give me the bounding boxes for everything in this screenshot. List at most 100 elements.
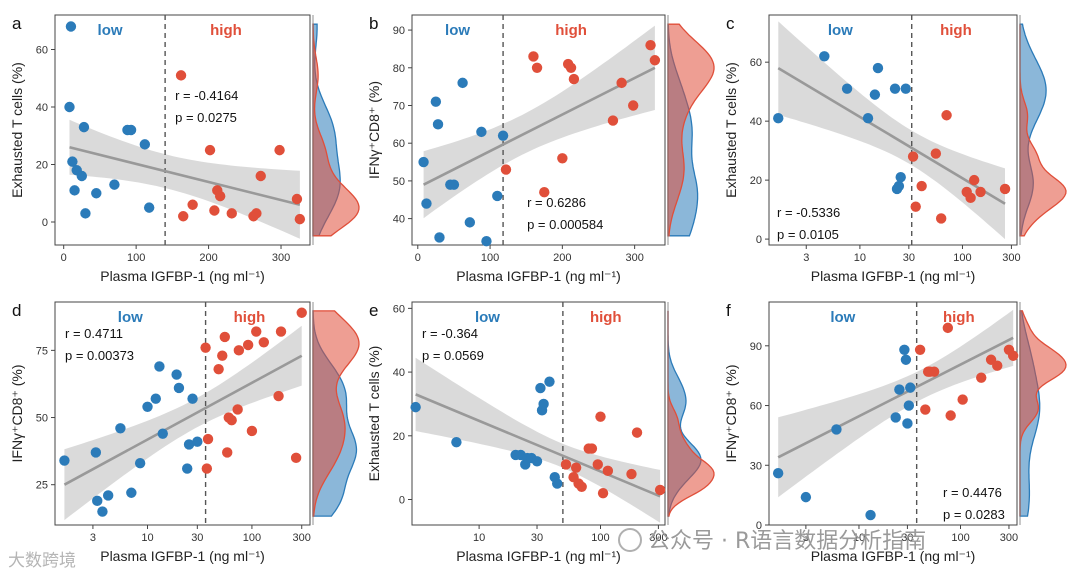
x-axis-label: Plasma IGFBP-1 (ng ml⁻¹): [811, 548, 976, 564]
point-high: [175, 70, 187, 81]
x-tick-label: 300: [1000, 532, 1018, 544]
y-tick-label: 20: [393, 431, 405, 443]
point-high: [999, 183, 1011, 195]
point-high: [920, 404, 931, 415]
point-high: [232, 404, 243, 415]
watermark-left: 大数跨境: [8, 551, 76, 571]
point-low: [421, 198, 432, 209]
point-low: [102, 490, 114, 501]
panel-letter: b: [369, 14, 378, 33]
watermark-left-text: 大数跨境: [8, 551, 76, 571]
point-high: [602, 465, 614, 477]
point-low: [895, 171, 906, 183]
x-tick-label: 300: [625, 252, 643, 264]
stat-p: p = 0.000584: [527, 217, 603, 232]
point-low: [434, 232, 445, 243]
group-label-high: high: [210, 22, 242, 39]
plot-frame: [54, 14, 311, 246]
plot-frame: [411, 14, 666, 246]
point-low: [872, 62, 884, 74]
point-low: [91, 188, 102, 199]
point-low: [59, 455, 70, 466]
plot-frame: [768, 14, 1018, 246]
x-axis-label: Plasma IGFBP-1 (ng ml⁻¹): [100, 268, 265, 284]
x-tick-label: 300: [272, 252, 290, 264]
point-high: [654, 484, 666, 496]
point-high: [968, 174, 980, 186]
point-low: [464, 217, 476, 228]
x-tick-label: 200: [199, 252, 217, 264]
point-high: [592, 459, 603, 470]
x-tick-label: 100: [481, 252, 499, 264]
panel-b: 0 100 200 300 40 50 60 70 80 90 Plasma IGFBP-1 (ng…: [366, 14, 715, 284]
point-low: [773, 113, 784, 124]
point-high: [233, 345, 245, 356]
x-tick-label: 30: [191, 532, 203, 544]
y-tick-label: 60: [393, 138, 405, 150]
point-low: [182, 463, 193, 474]
y-tick-label: 0: [756, 234, 762, 246]
point-low: [903, 400, 915, 411]
point-high: [242, 339, 254, 351]
point-low: [76, 170, 88, 182]
point-low: [126, 487, 137, 498]
y-tick-label: 30: [750, 460, 762, 472]
point-high: [935, 213, 947, 224]
point-high: [539, 187, 550, 198]
wechat-icon: [618, 528, 642, 552]
point-low: [139, 139, 151, 150]
point-high: [209, 205, 220, 216]
y-tick-label: 40: [36, 102, 48, 114]
point-high: [294, 213, 306, 225]
x-tick-label: 3: [803, 252, 809, 264]
x-tick-label: 30: [903, 252, 915, 264]
point-high: [975, 186, 986, 198]
group-label-low: low: [828, 22, 853, 39]
group-label-low: low: [118, 309, 143, 326]
point-low: [67, 156, 78, 167]
point-high: [586, 443, 598, 454]
y-tick-label: 70: [393, 100, 405, 112]
point-low: [154, 361, 165, 372]
point-high: [930, 148, 942, 159]
point-low: [80, 208, 91, 219]
point-low: [900, 83, 911, 94]
point-high: [941, 110, 952, 121]
stat-r: r = -0.4164: [175, 88, 238, 103]
x-tick-label: 100: [591, 532, 609, 544]
point-high: [291, 193, 303, 205]
confidence-band: [69, 119, 300, 239]
stat-p: p = 0.0283: [943, 507, 1005, 522]
y-axis-label: Exhausted T cells (%): [723, 62, 739, 198]
x-axis-label: Plasma IGFBP-1 (ng ml⁻¹): [811, 268, 976, 284]
point-low: [819, 51, 830, 62]
point-high: [645, 39, 656, 51]
panel-letter: a: [12, 14, 22, 33]
point-high: [187, 199, 198, 210]
point-high: [258, 337, 270, 348]
point-high: [565, 62, 577, 73]
point-high: [251, 326, 262, 337]
point-high: [531, 62, 543, 73]
point-low: [157, 428, 168, 439]
point-low: [544, 376, 555, 387]
density-high: [667, 23, 715, 237]
stat-r: r = -0.364: [422, 326, 478, 341]
point-low: [869, 89, 881, 100]
point-low: [865, 509, 876, 521]
y-tick-label: 90: [750, 341, 762, 353]
point-high: [178, 211, 189, 222]
point-low: [173, 382, 185, 394]
panel-letter: d: [12, 301, 21, 320]
group-label-low: low: [98, 22, 123, 39]
point-low: [430, 96, 442, 107]
watermark-right: 公众号 · R语言数据分析指南: [618, 528, 926, 554]
panel-a: 0 100 200 300 0 20 40 60 Plasma IGFBP-1 (ng ml⁻¹…: [9, 14, 360, 284]
point-low: [905, 382, 916, 393]
group-label-high: high: [234, 309, 266, 326]
regression-line: [777, 336, 1014, 459]
point-low: [192, 436, 203, 447]
panel-letter: e: [369, 301, 378, 320]
panel-e: 10 30 100 300 0 20 40 60 Plasma IGFBP-1 (ng ml⁻¹…: [366, 301, 715, 564]
